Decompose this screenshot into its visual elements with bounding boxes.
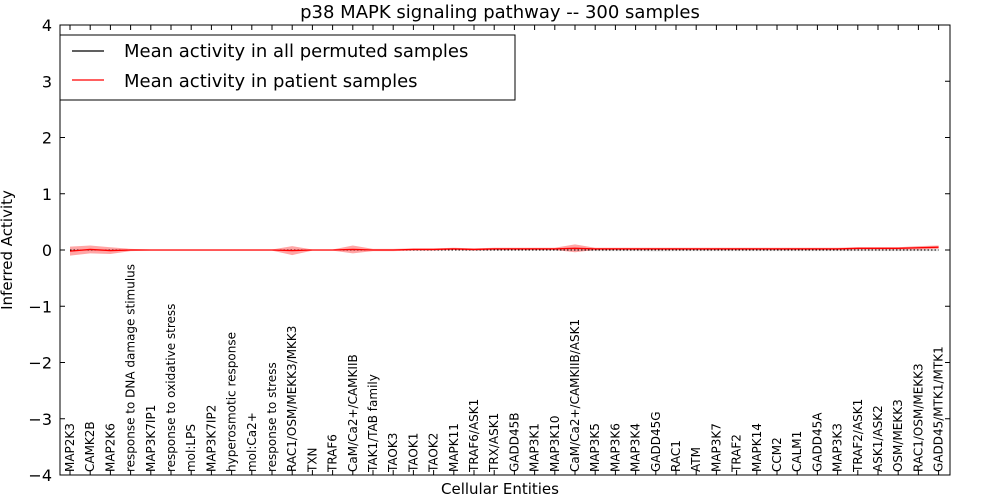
y-tick-label: −4 (28, 466, 52, 485)
y-tick-label: 1 (42, 185, 52, 204)
x-axis: MAP2K3 CAMK2B MAP2K6 response to DNA damage… (63, 25, 946, 475)
x-tick-label: CALM1 (790, 431, 804, 472)
legend-box (59, 34, 516, 101)
x-tick-label: GADD45/MTK1/MTK1 (932, 346, 946, 472)
x-tick-label: TRAF6/ASK1 (467, 399, 481, 473)
x-tick-label: TAOK3 (386, 433, 400, 473)
x-tick-label: MAP3K7IP1 (144, 405, 158, 472)
y-tick-label: 0 (42, 241, 52, 260)
legend: Mean activity in all permuted samples Me… (59, 34, 516, 101)
legend-label-patient: Mean activity in patient samples (124, 71, 418, 92)
chart-title: p38 MAPK signaling pathway -- 300 sample… (300, 2, 700, 23)
x-tick-label: TAK1/TAB family (366, 374, 380, 473)
x-tick-label: OSM/MEKK3 (891, 399, 905, 472)
y-axis-label: Inferred Activity (0, 190, 16, 310)
x-tick-label: MAP3K10 (548, 415, 562, 472)
x-tick-label: MAP3K7 (709, 423, 723, 472)
x-tick-label: TRAF2 (730, 434, 744, 473)
y-tick-label: −1 (28, 297, 52, 316)
x-tick-label: RAC1 (669, 440, 683, 472)
x-tick-label: ATM (689, 447, 703, 472)
x-tick-label: RAC1/OSM/MEKK3 (911, 363, 925, 472)
series-lines (69, 246, 939, 252)
y-tick-label: −2 (28, 354, 52, 373)
x-tick-label: CaM/Ca2+/CAMKIIB/ASK1 (568, 319, 582, 472)
x-tick-label: MAP2K3 (63, 423, 77, 472)
x-tick-label: MAP3K3 (831, 423, 845, 472)
x-tick-label: MAP2K6 (103, 423, 117, 472)
x-tick-label: TAOK2 (427, 433, 441, 473)
x-tick-label: MAPK14 (750, 423, 764, 472)
x-tick-label: TXN (305, 447, 319, 473)
legend-label-permuted: Mean activity in all permuted samples (124, 41, 468, 62)
x-tick-label: response to stress (265, 362, 279, 472)
y-tick-label: −3 (28, 410, 52, 429)
x-tick-label: TRAF2/ASK1 (851, 399, 865, 473)
x-tick-label: ASK1/ASK2 (871, 405, 885, 472)
x-tick-label: GADD45B (507, 413, 521, 473)
x-tick-label: CAMK2B (83, 421, 97, 472)
x-tick-label: hyperosmotic response (225, 332, 239, 472)
x-tick-label: MAP3K1 (528, 423, 542, 472)
x-tick-label: RAC1/OSM/MEKK3/MKK3 (285, 326, 299, 472)
y-tick-label: 4 (42, 16, 52, 35)
x-tick-label: TRX/ASK1 (487, 413, 501, 473)
x-tick-label: MAP3K4 (629, 423, 643, 472)
x-axis-label: Cellular Entities (441, 480, 559, 498)
x-tick-label: MAP3K5 (588, 423, 602, 472)
x-tick-label: CaM/Ca2+/CAMKIIB (346, 354, 360, 472)
x-tick-label: GADD45G (649, 411, 663, 472)
y-axis: −4 −3 −2 −1 0 1 2 3 4 (28, 16, 950, 485)
x-tick-label: MAPK11 (447, 423, 461, 472)
x-tick-label: TRAF6 (326, 434, 340, 473)
x-tick-label: MAP3K6 (608, 423, 622, 472)
x-tick-label: mol:Ca2+ (245, 412, 259, 472)
x-tick-label: TAOK1 (406, 433, 420, 473)
x-tick-label: GADD45A (810, 412, 824, 472)
y-tick-label: 3 (42, 72, 52, 91)
y-tick-label: 2 (42, 129, 52, 148)
line-series-1 (69, 246, 939, 252)
x-tick-label: response to DNA damage stimulus (124, 264, 138, 472)
x-tick-label: MAP3K7IP2 (204, 405, 218, 472)
x-tick-label: response to oxidative stress (164, 304, 178, 472)
x-tick-label: CCM2 (770, 437, 784, 472)
x-tick-label: mol:LPS (184, 424, 198, 472)
